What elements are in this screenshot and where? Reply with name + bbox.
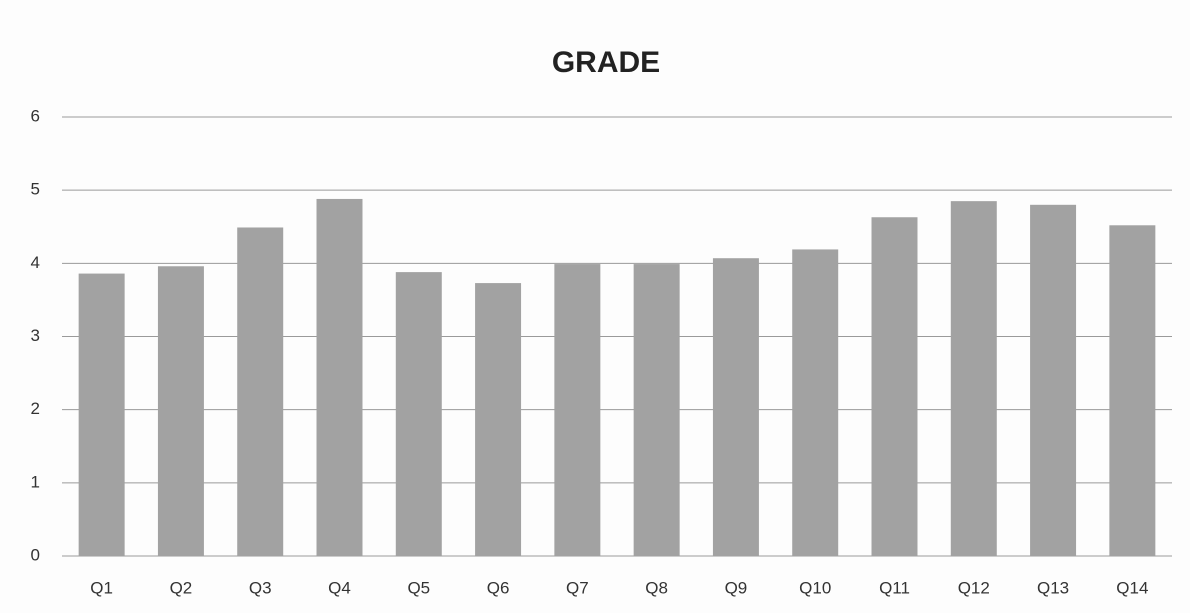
y-tick-label: 3 [31, 326, 40, 345]
y-tick-label: 1 [31, 472, 40, 491]
bar [792, 249, 839, 556]
x-tick-label: Q6 [487, 578, 510, 597]
x-tick-label: Q3 [249, 578, 272, 597]
x-tick-label: Q13 [1037, 578, 1069, 597]
y-tick-label: 6 [31, 106, 40, 125]
x-tick-label: Q4 [328, 578, 351, 597]
bar [950, 201, 997, 556]
x-tick-label: Q11 [879, 578, 910, 597]
x-tick-label: Q2 [170, 578, 193, 597]
bar [157, 266, 204, 556]
bar [871, 217, 918, 556]
bar [554, 264, 601, 556]
bar [475, 283, 522, 556]
bar [712, 258, 759, 556]
chart-title: GRADE [552, 46, 660, 79]
x-tick-label: Q5 [407, 578, 430, 597]
x-tick-label: Q14 [1116, 578, 1148, 597]
x-tick-label: Q9 [725, 578, 748, 597]
bar [395, 272, 442, 556]
bar [633, 264, 680, 556]
y-tick-label: 5 [31, 180, 40, 199]
x-tick-label: Q1 [90, 578, 113, 597]
y-tick-label: 2 [31, 399, 40, 418]
x-tick-label: Q12 [958, 578, 990, 597]
x-tick-label: Q10 [799, 578, 831, 597]
bar [316, 198, 363, 557]
bar [78, 273, 125, 556]
bar [1030, 204, 1077, 557]
bar [1109, 225, 1156, 556]
bar [237, 227, 284, 556]
x-tick-label: Q7 [566, 578, 589, 597]
x-tick-label: Q8 [645, 578, 668, 597]
y-tick-label: 0 [31, 545, 40, 564]
y-tick-label: 4 [31, 253, 40, 272]
